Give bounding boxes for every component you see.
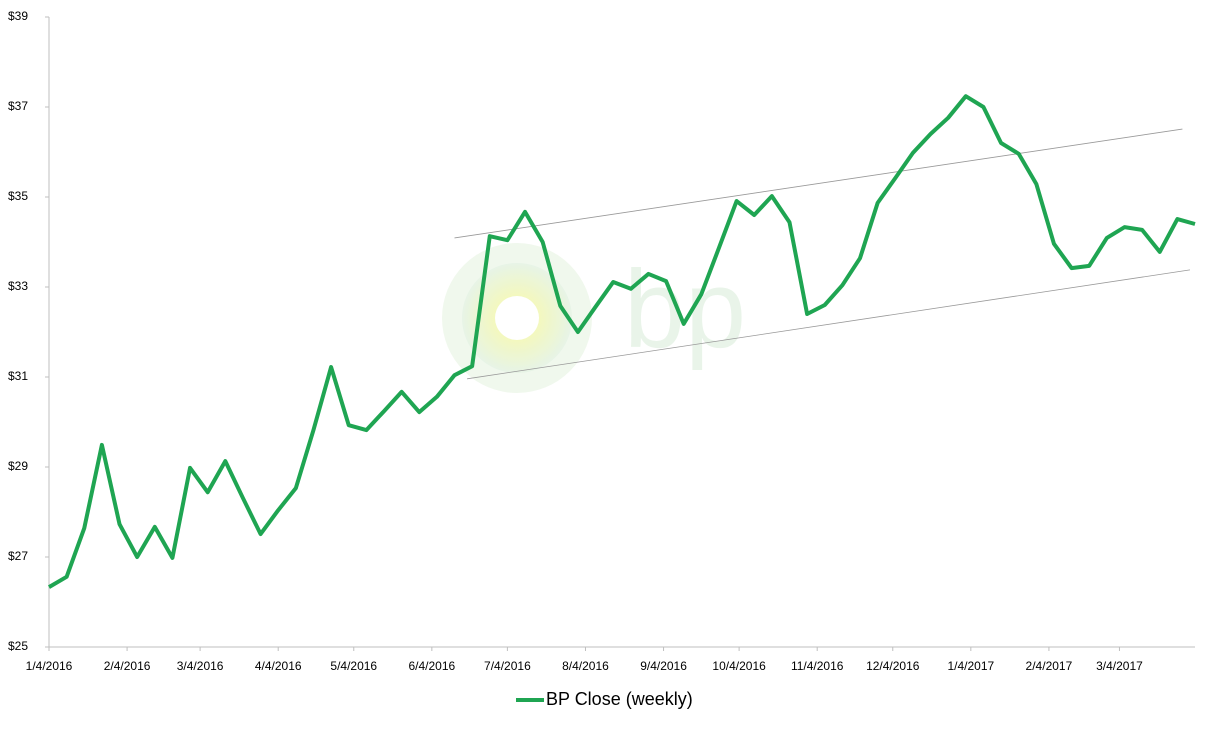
y-tick-label: $29 — [8, 459, 28, 473]
x-tick-label: 3/4/2017 — [1096, 659, 1143, 673]
x-tick-label: 2/4/2017 — [1026, 659, 1073, 673]
x-tick-label: 12/4/2016 — [866, 659, 920, 673]
x-tick-label: 2/4/2016 — [104, 659, 151, 673]
x-tick-label: 5/4/2016 — [330, 659, 377, 673]
series-line — [47, 94, 1196, 589]
x-tick-label: 4/4/2016 — [255, 659, 302, 673]
watermark-text: bp — [624, 248, 746, 371]
trend-line — [454, 128, 1183, 239]
x-tick-label: 1/4/2017 — [947, 659, 994, 673]
x-tick-label: 7/4/2016 — [484, 659, 531, 673]
trend-line — [467, 269, 1191, 380]
legend-label: BP Close (weekly) — [546, 689, 693, 709]
y-tick-label: $35 — [8, 189, 28, 203]
x-tick-label: 11/4/2016 — [791, 659, 844, 673]
y-tick-label: $25 — [8, 639, 28, 653]
y-tick-label: $37 — [8, 99, 28, 113]
x-tick-label: 6/4/2016 — [408, 659, 455, 673]
x-tick-label: 1/4/2016 — [26, 659, 73, 673]
y-tick-label: $27 — [8, 549, 28, 563]
x-tick-label: 3/4/2016 — [177, 659, 224, 673]
x-tick-label: 10/4/2016 — [712, 659, 766, 673]
y-tick-label: $39 — [8, 9, 28, 23]
x-tick-label: 8/4/2016 — [562, 659, 609, 673]
y-tick-label: $31 — [8, 369, 28, 383]
y-tick-label: $33 — [8, 279, 28, 293]
x-tick-label: 9/4/2016 — [640, 659, 687, 673]
